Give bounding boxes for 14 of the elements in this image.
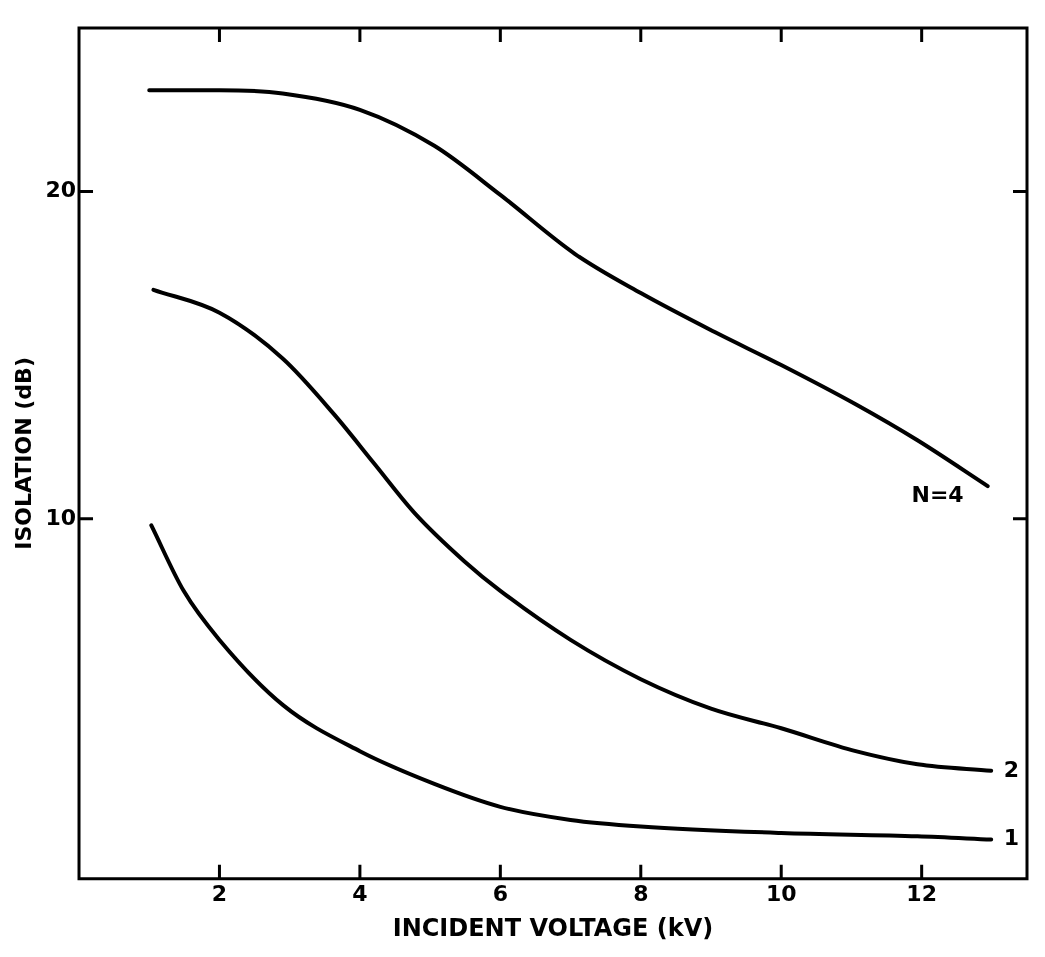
x-tick-label: 8 (633, 880, 649, 906)
x-tick-label: 10 (765, 880, 797, 906)
series-label: 1 (1003, 825, 1019, 851)
y-tick-label: 20 (45, 177, 77, 203)
x-tick-label: 4 (352, 880, 368, 906)
series-label: 2 (1003, 756, 1019, 782)
series-label: N=4 (911, 481, 964, 507)
x-tick-label: 12 (906, 880, 937, 906)
x-axis-title: INCIDENT VOLTAGE (kV) (392, 913, 714, 942)
y-axis-title: ISOLATION (dB) (10, 357, 36, 550)
line-series (149, 523, 994, 842)
x-tick-label: 6 (492, 880, 508, 906)
x-tick-label: 2 (211, 880, 228, 906)
line-series (151, 287, 994, 773)
